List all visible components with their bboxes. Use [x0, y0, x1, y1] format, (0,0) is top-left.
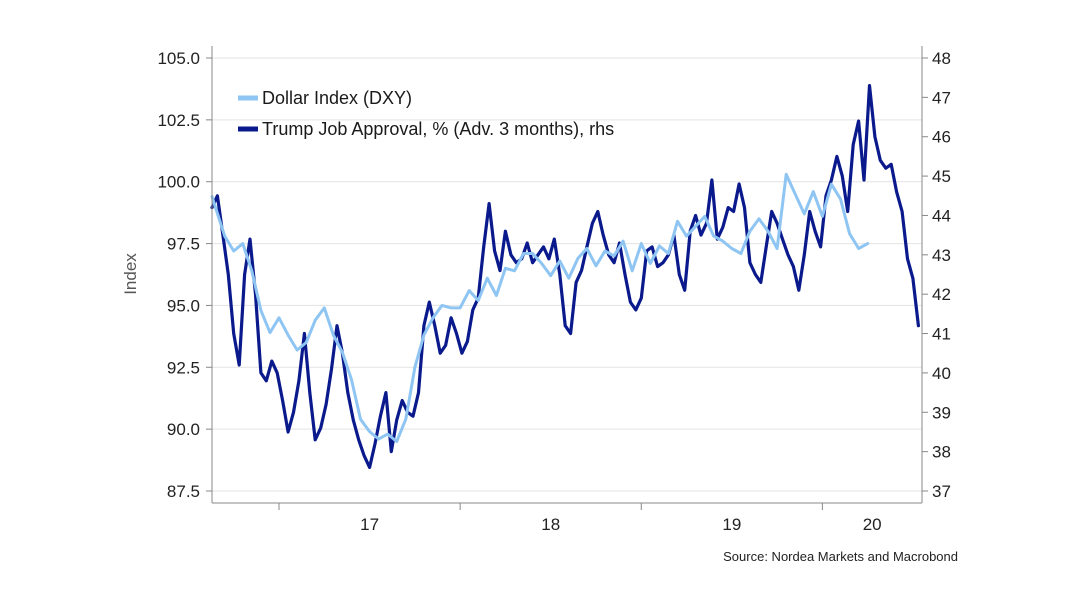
y-tick-label: 95.0 — [167, 296, 200, 315]
y2-tick-label: 38 — [932, 443, 951, 462]
source-note: Source: Nordea Markets and Macrobond — [723, 549, 958, 564]
x-tick-label: 20 — [863, 515, 882, 534]
y2-tick-label: 40 — [932, 364, 951, 383]
legend: Dollar Index (DXY) Trump Job Approval, % … — [238, 88, 614, 139]
y2-tick-label: 41 — [932, 325, 951, 344]
x-tick-label: 19 — [722, 515, 741, 534]
series-line-2 — [210, 83, 921, 469]
y-tick-label: 102.5 — [157, 111, 200, 130]
y-axis-title: Index — [121, 253, 140, 295]
series-line-1 — [210, 172, 870, 443]
y2-tick-label: 46 — [932, 128, 951, 147]
x-tick-label: 17 — [360, 515, 379, 534]
y2-tick-label: 44 — [932, 206, 951, 225]
y2-tick-label: 42 — [932, 285, 951, 304]
legend-label: Trump Job Approval, % (Adv. 3 months), r… — [262, 119, 614, 139]
y-tick-label: 90.0 — [167, 420, 200, 439]
y2-tick-label: 37 — [932, 482, 951, 501]
y2-tick-label: 47 — [932, 88, 951, 107]
axes: 105.0 102.5 100.0 97.5 95.0 92.5 90.0 87.5 48 47 4… — [157, 46, 951, 534]
y2-tick-label: 43 — [932, 246, 951, 265]
y-tick-label: 100.0 — [157, 173, 200, 192]
legend-label: Dollar Index (DXY) — [262, 88, 412, 108]
y-tick-label: 92.5 — [167, 358, 200, 377]
y2-tick-label: 45 — [932, 167, 951, 186]
series-lines — [210, 83, 921, 469]
x-tick-label: 18 — [541, 515, 560, 534]
y-tick-label: 87.5 — [167, 482, 200, 501]
y-tick-label: 97.5 — [167, 235, 200, 254]
y-tick-label: 105.0 — [157, 49, 200, 68]
y2-tick-label: 48 — [932, 49, 951, 68]
y2-tick-label: 39 — [932, 403, 951, 422]
